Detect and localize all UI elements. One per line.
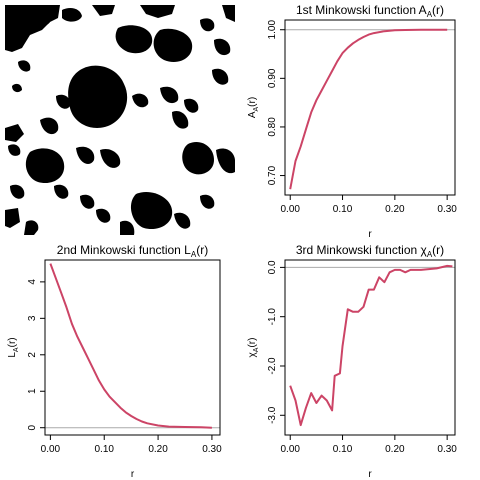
y-axis-label-sub: A (253, 107, 260, 112)
y-axis-label-sub: A (253, 347, 260, 352)
x-tick-label: 0.00 (41, 444, 61, 455)
y-tick-label: 0.70 (267, 165, 278, 185)
x-tick-label: 0.30 (437, 204, 457, 215)
y-axis-label-suffix: (r) (247, 338, 258, 348)
y-axis-label-main: χ (247, 351, 258, 357)
series-line (49, 263, 212, 429)
chart-title-main: 1st Minkowski function A (296, 3, 427, 17)
plot-frame (284, 19, 456, 196)
chart-title-sub: A (427, 10, 433, 19)
y-tick-label: 3 (27, 315, 38, 321)
x-tick-label: 0.20 (385, 444, 405, 455)
y-tick-label: 4 (27, 279, 38, 285)
y-tick-label: 1 (27, 388, 38, 394)
minkowski-euler-chart: 3rd Minkowski function χA(r)0.00 0.10 0.20… (247, 243, 457, 480)
series-line (289, 28, 448, 190)
y-axis-label-suffix: (r) (247, 97, 258, 107)
chart-title-main: 3rd Minkowski function χ (296, 243, 428, 257)
x-tick-label: 0.20 (385, 204, 405, 215)
y-axis-label-main: A (247, 111, 258, 118)
x-axis-label: r (131, 469, 135, 480)
x-tick-label: 0.10 (333, 444, 353, 455)
minkowski-area-chart: 1st Minkowski function AA(r)0.00 0.10 0.20… (247, 3, 457, 240)
x-tick-label: 0.10 (94, 444, 114, 455)
chart-title: 1st Minkowski function AA(r) (296, 3, 444, 19)
y-axis-label-suffix: (r) (7, 337, 18, 347)
x-tick-label: 0.30 (437, 444, 457, 455)
x-axis-label: r (368, 469, 372, 480)
plot-frame (44, 259, 221, 436)
binary-image-panel (5, 5, 235, 235)
y-tick-label: 0 (27, 424, 38, 430)
chart-title-sub: A (427, 250, 433, 259)
x-tick-label: 0.00 (280, 204, 300, 215)
chart-title-suffix: (r) (432, 243, 444, 257)
y-tick-label: 2 (27, 352, 38, 358)
x-tick-label: 0.30 (202, 444, 222, 455)
y-tick-label: 0.80 (267, 117, 278, 137)
image-blobs (5, 5, 235, 235)
chart-title-suffix: (r) (432, 3, 444, 17)
chart-title-suffix: (r) (196, 243, 208, 257)
x-axis-label: r (368, 229, 372, 240)
minkowski-length-chart: 2nd Minkowski function LA(r)0.00 0.10 0.20… (7, 243, 222, 480)
y-axis-label: χA(r) (247, 338, 260, 358)
y-axis-label-main: L (7, 352, 18, 358)
y-tick-label: 0.90 (267, 68, 278, 88)
chart-title-main: 2nd Minkowski function L (57, 243, 191, 257)
y-axis-label: LA(r) (7, 337, 20, 357)
x-tick-label: 0.20 (148, 444, 168, 455)
y-axis-label: AA(r) (247, 97, 260, 118)
chart-title-sub: A (191, 250, 197, 259)
y-axis-label-sub: A (13, 347, 20, 352)
y-tick-label: 1.00 (267, 20, 278, 40)
chart-title: 3rd Minkowski function χA(r) (296, 243, 444, 259)
plot-frame (284, 259, 456, 436)
x-tick-label: 0.10 (333, 204, 353, 215)
y-tick-label: -3.0 (267, 406, 278, 424)
series-line (289, 264, 453, 427)
y-tick-label: 0.0 (267, 260, 278, 274)
y-tick-label: -2.0 (267, 357, 278, 375)
y-tick-label: -1.0 (267, 308, 278, 326)
x-tick-label: 0.00 (280, 444, 300, 455)
chart-title: 2nd Minkowski function LA(r) (57, 243, 208, 259)
